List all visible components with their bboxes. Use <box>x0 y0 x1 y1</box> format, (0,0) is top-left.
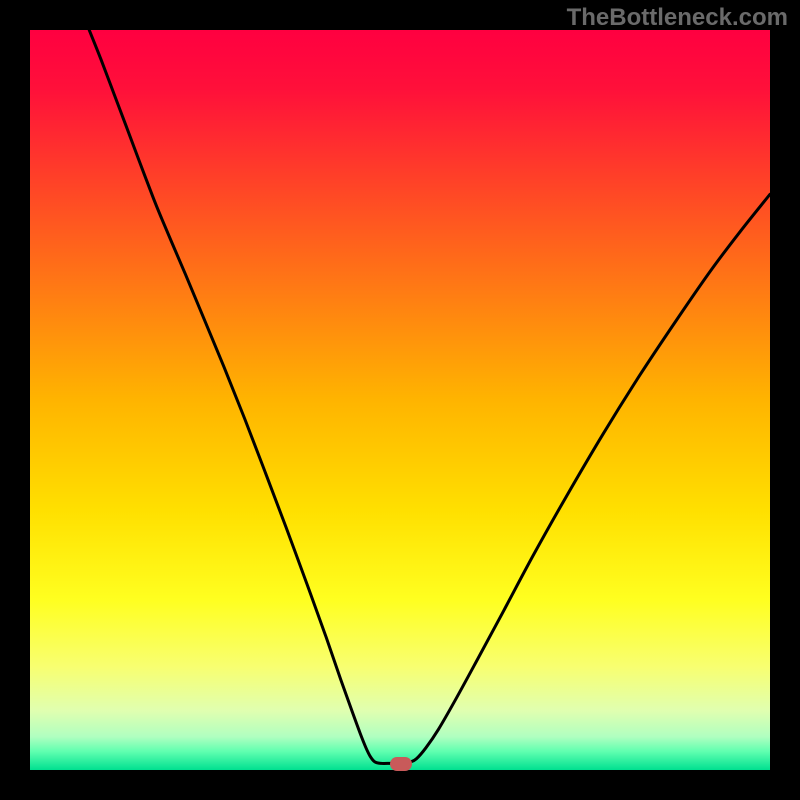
watermark-text: TheBottleneck.com <box>567 4 788 32</box>
plot-area <box>30 30 770 770</box>
optimum-marker <box>390 757 412 771</box>
plot-svg <box>30 30 770 770</box>
bottleneck-curve <box>89 30 770 763</box>
